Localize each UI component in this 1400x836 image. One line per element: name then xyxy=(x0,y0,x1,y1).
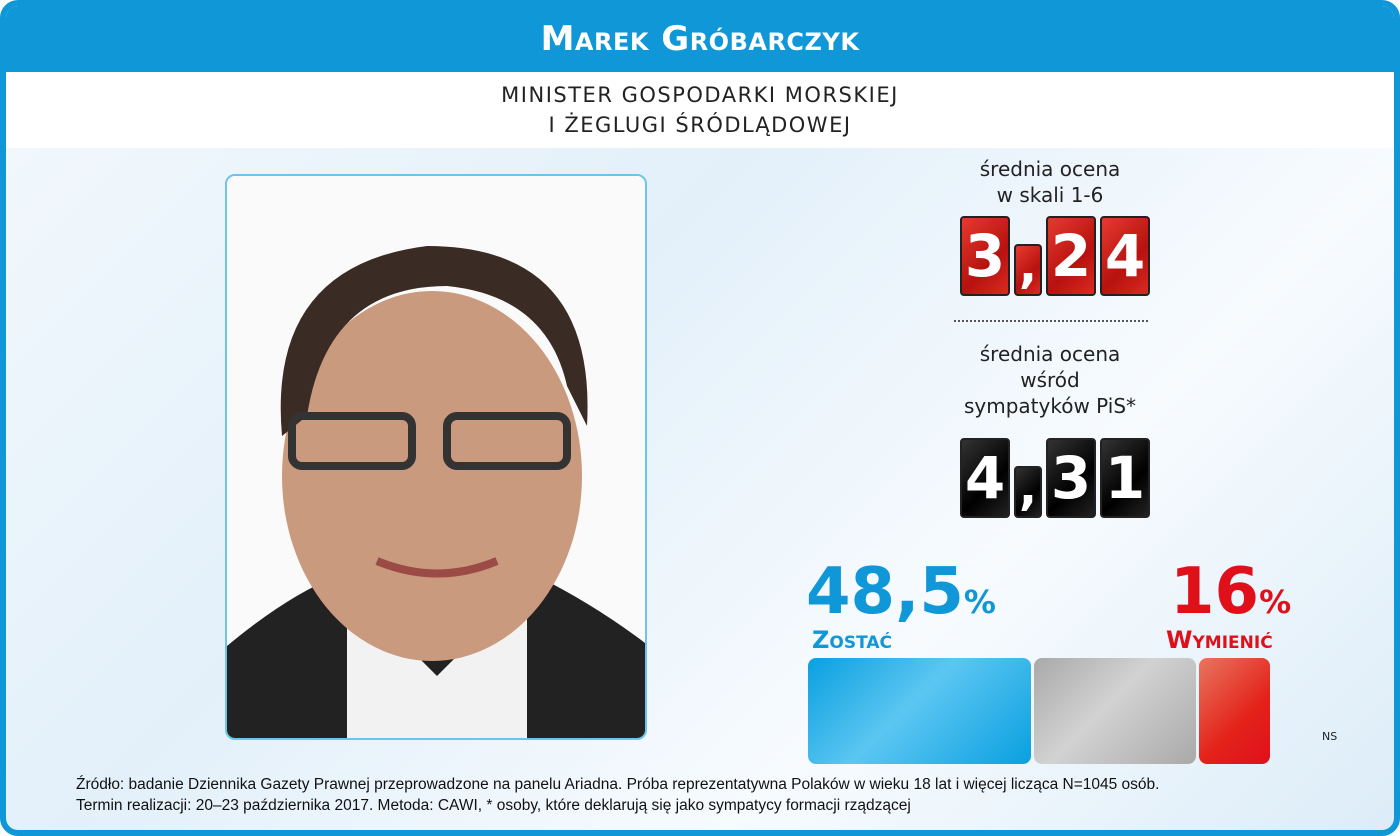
position-line-2: I ŻEGLUGI ŚRÓDLĄDOWEJ xyxy=(548,113,852,137)
rating-label-line-1: średnia ocena xyxy=(979,157,1121,181)
stay-bar xyxy=(808,658,1031,764)
source-note-line-1: Źródło: badanie Dziennika Gazety Prawnej… xyxy=(76,776,1160,793)
rating-pis-label-line-3: sympatyków PiS* xyxy=(963,394,1137,418)
rating-pis-counter: 4 , 3 1 xyxy=(960,438,1150,518)
rating-label-line-2: w skali 1-6 xyxy=(996,183,1104,207)
replace-value: 16 xyxy=(1170,555,1260,629)
source-note: Źródło: badanie Dziennika Gazety Prawnej… xyxy=(76,774,1386,816)
replace-percent: 16% xyxy=(1170,560,1292,624)
position-line-1: MINISTER GOSPODARKI MORSKIEJ xyxy=(501,83,899,107)
rating-digit: 3 xyxy=(960,216,1010,296)
ns-bar xyxy=(1033,658,1196,764)
rating-label: średnia ocena w skali 1-6 xyxy=(920,156,1180,208)
minister-name: Marek Gróbarczyk xyxy=(6,6,1394,72)
rating-digit: 4 xyxy=(1100,216,1150,296)
rating-pis-digit: 4 xyxy=(960,438,1010,518)
minister-position: MINISTER GOSPODARKI MORSKIEJ I ŻEGLUGI Ś… xyxy=(6,72,1394,148)
stay-value: 48,5 xyxy=(806,555,964,629)
minister-photo xyxy=(225,174,647,740)
stay-label: Zostać xyxy=(812,626,893,654)
rating-pis-digit: 1 xyxy=(1100,438,1150,518)
rating-pis-label-line-1: średnia ocena xyxy=(979,342,1121,366)
rating-pis-comma: , xyxy=(1014,466,1042,518)
dotted-divider xyxy=(954,320,1148,322)
stay-percent-sign: % xyxy=(963,583,996,621)
rating-pis-label-line-2: wśród xyxy=(1020,368,1080,392)
rating-comma: , xyxy=(1014,244,1042,296)
replace-percent-sign: % xyxy=(1259,583,1292,621)
rating-counter: 3 , 2 4 xyxy=(960,216,1150,296)
source-note-line-2: Termin realizacji: 20–23 października 20… xyxy=(76,797,911,814)
stay-percent: 48,5% xyxy=(806,560,996,624)
ns-label: NS xyxy=(1322,730,1338,743)
rating-pis-label: średnia ocena wśród sympatyków PiS* xyxy=(920,341,1180,419)
rating-pis-digit: 3 xyxy=(1046,438,1096,518)
replace-label: Wymienić xyxy=(1166,626,1273,654)
replace-bar xyxy=(1198,658,1270,764)
rating-digit: 2 xyxy=(1046,216,1096,296)
